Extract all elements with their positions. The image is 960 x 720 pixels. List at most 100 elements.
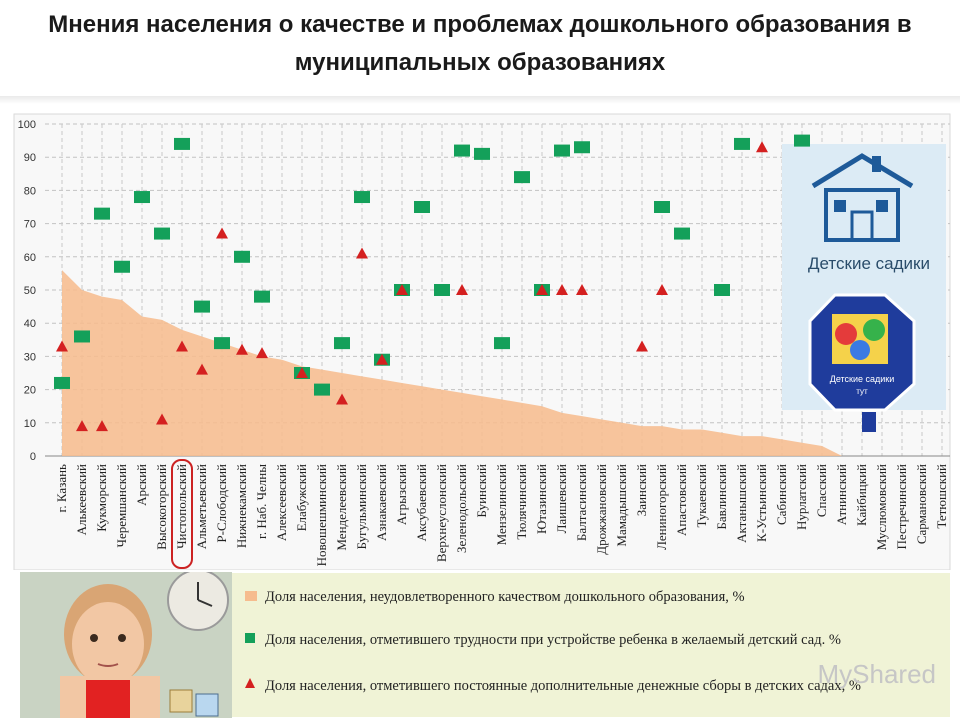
difficulty-square-marker: [454, 144, 470, 157]
x-tick-label: Кайбицкий: [854, 464, 869, 526]
x-tick-label: Дрожжановский: [594, 464, 609, 555]
difficulty-square-marker: [94, 207, 110, 220]
difficulty-square-marker: [474, 147, 490, 160]
x-tick-label: Алькеевский: [74, 464, 89, 535]
fees-triangle-marker: [196, 363, 208, 375]
x-tick-label: Муслюмовский: [874, 464, 889, 550]
fees-triangle-marker: [336, 393, 348, 405]
chart-title: Мнения населения о качестве и проблемах …: [48, 11, 912, 76]
legend-label-area: Доля населения, неудовлетворенного качес…: [265, 589, 745, 605]
x-tick-label: Атнинский: [834, 464, 849, 525]
fees-triangle-marker: [96, 420, 108, 432]
sign-label: Детские садики: [830, 374, 895, 384]
child-photo: [20, 572, 232, 718]
x-tick-label: Агрызский: [394, 464, 409, 525]
x-tick-label: Верхнеуслонский: [434, 464, 449, 562]
red-triangle-icon: [245, 678, 255, 688]
x-tick-label: г. Наб. Челны: [254, 464, 269, 539]
x-tick-label: Альметьевский: [194, 464, 209, 549]
difficulty-square-marker: [154, 227, 170, 240]
fees-triangle-marker: [156, 413, 168, 425]
difficulty-square-marker: [194, 300, 210, 313]
fees-triangle-marker: [556, 284, 568, 295]
x-tick-label: Бавлинский: [714, 464, 729, 530]
house-chimney-icon: [872, 156, 881, 172]
difficulty-square-marker: [134, 191, 150, 204]
x-tick-label: Р-Слободский: [214, 464, 229, 543]
chart-svg: Детские садики Детские садики тут 0 10 20 30 4…: [13, 113, 951, 570]
fees-triangle-marker: [376, 353, 388, 365]
x-tick-label: Тукаевский: [694, 464, 709, 528]
fees-triangle-marker: [356, 247, 368, 259]
area-layer: [62, 270, 942, 456]
house-door-icon: [850, 210, 874, 242]
fees-triangle-marker: [56, 340, 68, 352]
fees-triangle-marker: [636, 340, 648, 352]
difficulty-square-marker: [654, 201, 670, 213]
x-tick-label: Азнакаевский: [374, 464, 389, 541]
x-tick-label: Тетюшский: [934, 464, 949, 529]
x-tick-label: Буинский: [474, 464, 489, 518]
difficulty-square-marker: [794, 134, 810, 147]
x-tick-label: Лениногорский: [654, 464, 669, 550]
x-tick-label: Кукморский: [94, 464, 109, 532]
difficulty-square-marker: [334, 337, 350, 350]
x-tick-label: Нижнекамский: [234, 464, 249, 548]
x-tick-label: Арский: [134, 464, 149, 506]
fees-triangle-marker: [76, 420, 88, 432]
legend-label-triangle: Доля населения, отметившего постоянные д…: [265, 678, 861, 694]
y-tick-label: 10: [24, 418, 36, 430]
legend-label-square: Доля населения, отметившего трудности пр…: [265, 632, 841, 648]
x-tick-label: Тюлячинский: [514, 464, 529, 540]
x-tick-label: Высокогорский: [154, 464, 169, 550]
fees-triangle-marker: [396, 284, 408, 295]
y-tick-label: 30: [24, 351, 36, 363]
y-tick-label: 20: [24, 385, 36, 397]
x-tick-label: Зеленодольский: [454, 464, 469, 553]
fees-triangle-marker: [216, 227, 228, 239]
difficulty-square-marker: [254, 290, 270, 303]
x-tick-label: Сармановский: [914, 464, 929, 544]
x-tick-label: Лаишевский: [554, 464, 569, 533]
x-tick-label: Аксубаевский: [414, 464, 429, 542]
overlay-layer: Детские садики Детские садики тут: [782, 144, 946, 432]
x-tick-label: Елабужский: [294, 464, 309, 531]
difficulty-square-marker: [174, 137, 190, 150]
house-roof-icon: [811, 153, 914, 189]
label-layer: 0 10 20 30 40 50 60 70 80 90 100 г. Казань Алькеевск…: [18, 119, 949, 569]
green-square-icon: [245, 633, 255, 643]
y-tick-label: 100: [18, 119, 36, 131]
difficulty-square-marker: [574, 141, 590, 154]
x-tick-label: Мензелинский: [494, 464, 509, 545]
difficulty-square-marker: [734, 137, 750, 150]
x-tick-label: Актанышский: [734, 464, 749, 543]
y-tick-label: 50: [24, 285, 36, 297]
difficulty-square-marker: [434, 284, 450, 296]
y-tick-label: 60: [24, 252, 36, 264]
difficulty-square-marker: [354, 191, 370, 204]
y-tick-label: 70: [24, 219, 36, 231]
difficulty-square-marker: [114, 260, 130, 273]
difficulty-square-marker: [234, 250, 250, 263]
difficulty-square-marker: [494, 337, 510, 350]
fees-triangle-marker: [256, 347, 268, 359]
x-tick-label: Балтасинский: [574, 464, 589, 541]
difficulty-square-marker: [74, 330, 90, 343]
x-tick-label: Мамадышский: [614, 464, 629, 547]
y-tick-label: 0: [30, 451, 36, 463]
area-series-dissatisfied: [62, 270, 942, 456]
fees-triangle-marker: [176, 340, 188, 352]
fees-triangle-marker: [296, 367, 308, 378]
fees-triangle-marker: [756, 141, 768, 153]
watermark: MyShared: [817, 659, 937, 689]
difficulty-square-marker: [674, 227, 690, 240]
fees-triangle-marker: [576, 284, 588, 295]
difficulty-square-marker: [554, 144, 570, 157]
difficulty-square-marker: [414, 201, 430, 213]
sign-sublabel: тут: [856, 387, 868, 396]
marker-layer: [54, 134, 810, 432]
x-tick-label: Новошешминский: [314, 464, 329, 566]
highlight-oval: [171, 459, 193, 569]
x-tick-label: Чистопольский: [174, 464, 189, 549]
y-tick-label: 40: [24, 318, 36, 330]
